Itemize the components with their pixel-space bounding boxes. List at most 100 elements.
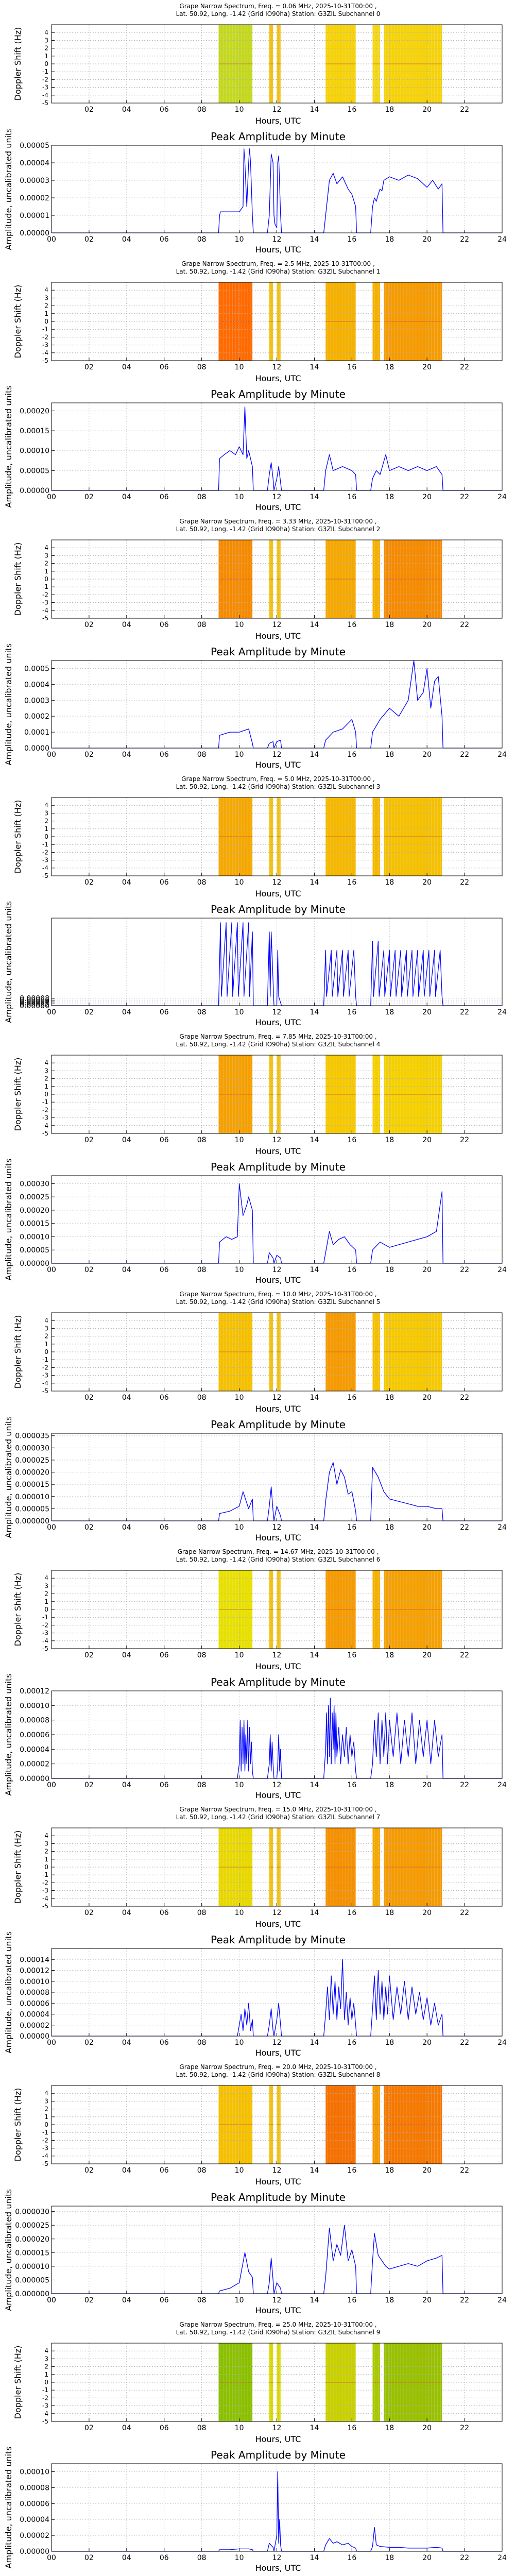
y-tick-label: 0.00003 <box>20 177 49 185</box>
y-tick-label: 4 <box>44 1317 48 1324</box>
x-tick-label: 02 <box>84 235 94 244</box>
x-tick-label: 24 <box>497 235 507 244</box>
x-tick-label: 04 <box>122 1136 131 1144</box>
x-tick-label: 04 <box>122 2554 131 2562</box>
y-tick-label: 2 <box>44 1590 48 1598</box>
x-tick-label: 18 <box>385 751 394 759</box>
x-tick-label: 08 <box>197 621 207 629</box>
y-tick-label: 2 <box>44 560 48 567</box>
y-tick-label: -1 <box>42 1614 48 1621</box>
y-tick-label: 0.00008 <box>20 1717 49 1725</box>
y-tick-label: 0.00001 <box>20 212 49 220</box>
x-tick-label: 00 <box>47 2554 56 2562</box>
x-tick-label: 06 <box>160 106 169 114</box>
chart-title: Grape Narrow Spectrum, Freq. = 25.0 MHz,… <box>179 2321 376 2328</box>
y-tick-label: 0.000015 <box>15 1481 49 1489</box>
y-tick-label: 3 <box>44 1582 48 1589</box>
x-tick-label: 16 <box>347 621 356 629</box>
x-tick-label: 02 <box>84 751 94 759</box>
chart-subtitle: Lat. 50.92, Long. -1.42 (Grid IO90ha) St… <box>176 1814 381 1821</box>
x-tick-label: 02 <box>84 1136 94 1144</box>
plot-frame <box>51 1312 503 1392</box>
x-tick-label: 12 <box>272 493 282 501</box>
spectrum-chart: Grape Narrow Spectrum, Freq. = 3.33 MHz,… <box>13 518 503 641</box>
y-tick-label: 3 <box>44 1840 48 1847</box>
x-tick-label: 22 <box>460 1651 469 1659</box>
x-tick-label: 18 <box>385 1909 394 1917</box>
x-tick-label: 06 <box>160 1781 169 1789</box>
x-tick-label: 12 <box>272 751 282 759</box>
y-tick-label: 0.00006 <box>20 1731 49 1739</box>
x-tick-label: 14 <box>310 621 319 629</box>
x-tick-label: 20 <box>422 493 432 501</box>
y-tick-label: -1 <box>42 1871 48 1878</box>
chart-title: Peak Amplitude by Minute <box>211 1418 346 1431</box>
y-tick-label: 0.0003 <box>24 697 49 705</box>
plot-frame <box>51 145 503 233</box>
y-tick-label: -4 <box>42 607 48 614</box>
x-tick-label: 04 <box>122 1651 131 1659</box>
y-tick-label: 0.000020 <box>15 2235 49 2244</box>
y-tick-label: 0 <box>44 575 48 583</box>
y-tick-label: 2 <box>44 1075 48 1082</box>
x-tick-label: 12 <box>272 621 282 629</box>
plot-frame <box>51 2463 503 2552</box>
y-tick-label: -2 <box>42 849 48 856</box>
x-tick-label: 12 <box>272 1651 282 1659</box>
x-tick-label: 04 <box>122 751 131 759</box>
x-tick-label: 08 <box>197 751 207 759</box>
y-tick-label: 0.00010 <box>20 2468 49 2476</box>
x-tick-label: 00 <box>47 1781 56 1789</box>
x-axis-label: Hours, UTC <box>255 2048 301 2058</box>
x-tick-label: 22 <box>460 493 469 501</box>
y-tick-label: 0.00014 <box>20 1956 49 1964</box>
x-tick-label: 08 <box>197 878 207 887</box>
x-tick-label: 02 <box>84 2296 94 2304</box>
x-tick-label: 04 <box>122 1523 131 1532</box>
x-axis-label: Hours, UTC <box>255 1790 301 1800</box>
y-tick-label: 3 <box>44 1067 48 1074</box>
y-tick-label: 1 <box>44 1856 48 1863</box>
y-tick-label: 0.00020 <box>20 1207 49 1215</box>
y-tick-label: 0 <box>44 2379 48 2386</box>
x-tick-label: 18 <box>385 235 394 244</box>
x-tick-label: 02 <box>84 1651 94 1659</box>
y-axis-label: Amplitude, uncalibrated units <box>4 644 13 766</box>
y-tick-label: 0.000005 <box>15 2276 49 2284</box>
x-tick-label: 18 <box>385 1136 394 1144</box>
x-tick-label: 08 <box>197 2554 207 2562</box>
y-axis-label: Doppler Shift (Hz) <box>13 800 23 874</box>
amplitude-panel: Peak Amplitude by Minute 0.00000 0.00002 0.… <box>0 1932 515 2061</box>
x-tick-label: 14 <box>310 1781 319 1789</box>
x-tick-label: 14 <box>310 878 319 887</box>
x-tick-label: 14 <box>310 1394 319 1402</box>
y-tick-label: -5 <box>42 2160 48 2167</box>
y-tick-label: 0 <box>44 1348 48 1355</box>
y-tick-label: -2 <box>42 2137 48 2144</box>
y-tick-label: 0.000000 <box>15 2290 49 2298</box>
x-tick-label: 10 <box>235 1136 244 1144</box>
x-tick-label: 14 <box>310 235 319 244</box>
x-tick-label: 02 <box>84 2166 94 2175</box>
x-tick-label: 04 <box>122 1008 131 1016</box>
y-tick-label: -5 <box>42 1387 48 1395</box>
x-tick-label: 16 <box>347 2039 356 2047</box>
x-tick-label: 22 <box>460 363 469 371</box>
y-tick-label: 1 <box>44 568 48 575</box>
y-tick-label: -5 <box>42 1130 48 1137</box>
x-tick-label: 12 <box>272 2554 282 2562</box>
amplitude-panel: Peak Amplitude by Minute 0.00000 0.00002 0.… <box>0 902 515 1030</box>
x-tick-label: 06 <box>160 493 169 501</box>
y-tick-label: 1 <box>44 53 48 60</box>
y-tick-label: 0.00000 <box>20 1002 49 1010</box>
y-axis-label: Doppler Shift (Hz) <box>13 1315 23 1389</box>
y-tick-label: -4 <box>42 2153 48 2160</box>
x-tick-label: 04 <box>122 106 131 114</box>
y-tick-label: 3 <box>44 2355 48 2362</box>
y-tick-label: -1 <box>42 2129 48 2136</box>
amplitude-chart: Peak Amplitude by Minute 0.00000 0.00002 0.… <box>4 1674 507 1800</box>
y-axis-label: Doppler Shift (Hz) <box>13 285 23 359</box>
x-tick-label: 14 <box>310 1136 319 1144</box>
x-tick-label: 02 <box>84 363 94 371</box>
